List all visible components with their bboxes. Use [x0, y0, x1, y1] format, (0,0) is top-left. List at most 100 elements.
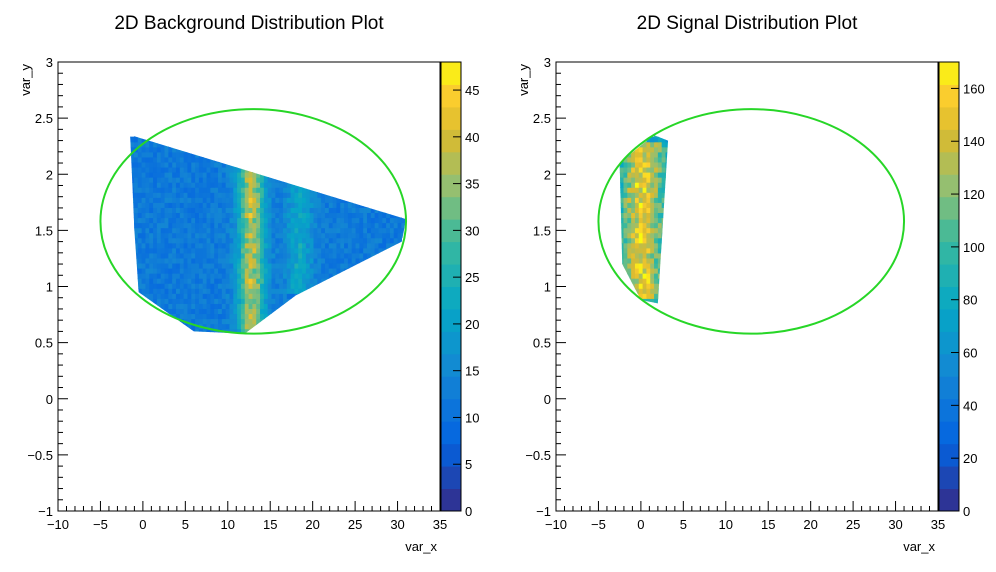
heatmap-cell	[237, 161, 242, 168]
heatmap-cell	[195, 303, 200, 309]
heatmap-cell	[248, 298, 253, 304]
heatmap-cell	[195, 212, 200, 219]
heatmap-cell	[149, 212, 154, 219]
heatmap-cell	[164, 273, 169, 279]
heatmap-cell	[153, 202, 158, 208]
heatmap-cell	[195, 278, 200, 284]
heatmap-cell	[336, 222, 341, 229]
heatmap-cell	[646, 156, 651, 163]
heatmap-cell	[298, 187, 303, 193]
heatmap-cell	[271, 278, 276, 284]
heatmap-cell	[317, 187, 322, 193]
heatmap-cell	[351, 227, 357, 234]
heatmap-cell	[267, 267, 273, 274]
heatmap-cell	[286, 177, 292, 183]
heatmap-cell	[206, 207, 211, 214]
heatmap-cell	[374, 207, 380, 214]
heatmap-cell	[260, 298, 265, 304]
heatmap-cell	[168, 278, 173, 284]
heatmap-cell	[393, 242, 399, 249]
heatmap-cell	[302, 227, 307, 234]
heatmap-cell	[218, 318, 223, 325]
heatmap-cell	[619, 207, 621, 214]
heatmap-cell	[260, 257, 265, 264]
heatmap-cell	[218, 177, 223, 183]
heatmap-cell	[661, 212, 667, 219]
heatmap-cell	[237, 172, 242, 178]
x-tick-label: −10	[545, 517, 567, 532]
heatmap-cell	[267, 212, 273, 219]
heatmap-cell	[156, 278, 162, 284]
heatmap-cell	[160, 222, 166, 229]
heatmap-cell	[160, 141, 166, 148]
heatmap-cell	[195, 151, 200, 158]
heatmap-cell	[195, 161, 200, 168]
heatmap-cell	[654, 232, 659, 239]
heatmap-cell	[646, 247, 651, 254]
heatmap-cell	[657, 252, 663, 259]
heatmap-cell	[240, 197, 246, 203]
heatmap-cell	[179, 273, 185, 279]
heatmap-cell	[305, 227, 311, 234]
heatmap-cell	[370, 227, 376, 234]
heatmap-cell	[175, 166, 181, 173]
heatmap-cell	[206, 222, 211, 229]
heatmap-cell	[202, 262, 208, 269]
heatmap-cell	[336, 197, 341, 203]
heatmap-cell	[654, 252, 659, 259]
heatmap-cell	[642, 187, 648, 193]
heatmap-cell	[214, 267, 219, 274]
heatmap-cell	[324, 227, 330, 234]
heatmap-cell	[619, 257, 625, 264]
heatmap-cell	[168, 267, 173, 274]
heatmap-cell	[267, 177, 273, 183]
heatmap-cell	[623, 207, 628, 214]
heatmap-cell	[317, 222, 322, 229]
heatmap-cell	[290, 257, 296, 264]
heatmap-cell	[631, 267, 636, 274]
heatmap-cell	[145, 278, 150, 284]
heatmap-cell	[347, 247, 353, 254]
heatmap-cell	[198, 202, 204, 208]
heatmap-cell	[305, 237, 311, 244]
heatmap-cell	[218, 257, 223, 264]
heatmap-cell	[160, 136, 166, 143]
heatmap-cell	[168, 257, 173, 264]
heatmap-cell	[317, 212, 322, 219]
heatmap-cell	[294, 247, 299, 254]
color-scale-label: 160	[963, 81, 985, 96]
heatmap-cell	[355, 252, 360, 259]
heatmap-cell	[137, 141, 143, 148]
heatmap-cell	[240, 247, 246, 254]
heatmap-cell	[149, 207, 154, 214]
heatmap-cell	[252, 313, 257, 320]
heatmap-cell	[137, 172, 143, 178]
heatmap-cell	[271, 192, 276, 198]
heatmap-cell	[164, 177, 169, 183]
heatmap-cell	[317, 207, 322, 214]
heatmap-cell	[133, 242, 139, 249]
color-scale-segment	[441, 376, 461, 400]
heatmap-cell	[275, 202, 280, 208]
heatmap-cell	[370, 242, 376, 249]
heatmap-cell	[214, 166, 219, 173]
x-tick-label: 30	[390, 517, 404, 532]
heatmap-cell	[240, 262, 246, 269]
heatmap-cell	[191, 161, 196, 168]
heatmap-cell	[332, 192, 338, 198]
heatmap-cell	[202, 217, 208, 224]
heatmap-cell	[221, 298, 227, 304]
heatmap-cell	[202, 242, 208, 249]
heatmap-cell	[133, 222, 139, 229]
heatmap-cell	[634, 288, 640, 294]
heatmap-cell	[317, 197, 322, 203]
heatmap-cell	[324, 197, 330, 203]
color-scale-label: 120	[963, 187, 985, 202]
heatmap-cell	[271, 172, 276, 178]
heatmap-cell	[290, 283, 296, 289]
heatmap-cell	[623, 257, 628, 264]
heatmap-cell	[634, 187, 640, 193]
heatmap-cell	[202, 288, 208, 294]
heatmap-cell	[386, 212, 391, 219]
heatmap-cell	[214, 187, 219, 193]
